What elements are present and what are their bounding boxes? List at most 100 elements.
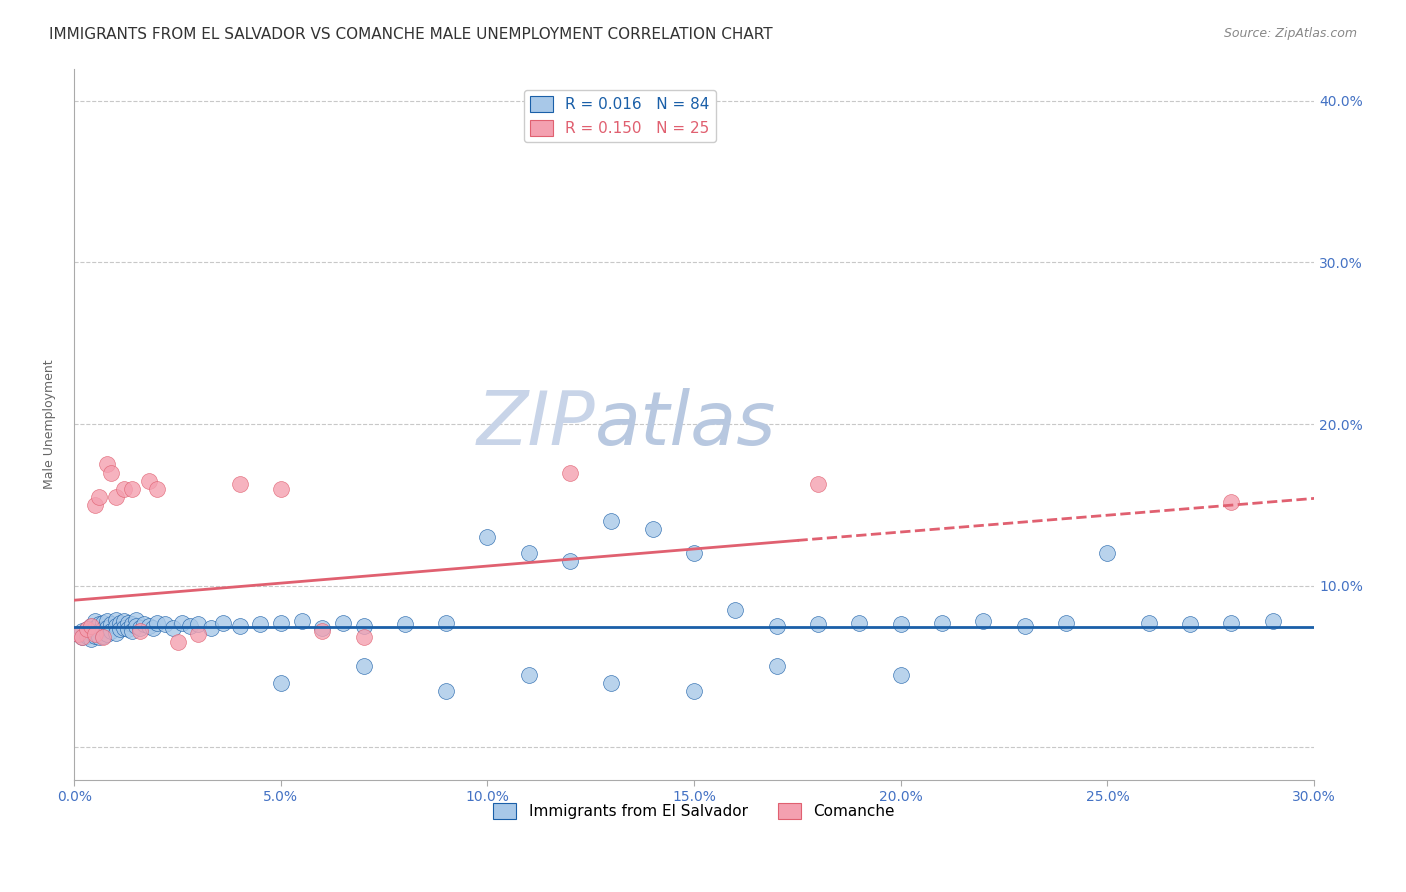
Point [187,617,209,632]
Point [87,631,110,645]
Point [162,621,184,635]
Point [96,614,118,628]
Point [890,617,912,632]
Point [353,619,375,633]
Point [138,474,160,488]
Point [1054,615,1077,630]
Point [80,619,103,633]
Point [1178,617,1201,632]
Point [117,615,139,630]
Point [170,615,193,630]
Text: ZIP: ZIP [477,388,595,460]
Point [72,631,94,645]
Point [91,623,114,637]
Point [138,619,160,633]
Point [212,615,235,630]
Point [100,466,122,480]
Point [353,631,375,645]
Point [931,615,953,630]
Point [76,623,98,637]
Point [353,659,375,673]
Point [560,466,582,480]
Point [108,615,131,630]
Point [166,635,188,649]
Point [72,631,94,645]
Point [129,621,152,635]
Point [270,615,292,630]
Point [76,629,98,643]
Point [228,476,250,491]
Point [890,667,912,681]
Point [848,615,870,630]
Point [641,522,664,536]
Point [1014,619,1036,633]
Point [100,617,122,632]
Legend: Immigrants from El Salvador, Comanche: Immigrants from El Salvador, Comanche [488,797,901,825]
Point [91,631,114,645]
Point [724,603,747,617]
Text: atlas: atlas [595,388,776,460]
Point [683,683,706,698]
Point [80,632,103,646]
Point [87,617,110,632]
Point [270,482,292,496]
Text: Source: ZipAtlas.com: Source: ZipAtlas.com [1223,27,1357,40]
Point [153,617,176,632]
Point [517,667,540,681]
Point [683,546,706,560]
Point [477,530,499,544]
Point [129,624,152,638]
Point [332,615,354,630]
Point [134,617,156,632]
Point [1220,494,1243,508]
Point [83,627,105,641]
Point [112,621,135,635]
Point [1097,546,1119,560]
Point [311,621,333,635]
Point [76,623,98,637]
Point [142,621,165,635]
Point [600,514,623,528]
Point [83,621,105,635]
Point [394,617,416,632]
Point [67,627,90,641]
Point [1137,615,1160,630]
Point [91,629,114,643]
Point [83,614,105,628]
Point [121,482,143,496]
Point [121,617,143,632]
Point [83,629,105,643]
Point [600,675,623,690]
Point [766,659,789,673]
Point [91,615,114,630]
Point [146,482,169,496]
Point [200,621,222,635]
Point [270,675,292,690]
Point [187,627,209,641]
Point [1220,615,1243,630]
Point [96,621,118,635]
Point [96,458,118,472]
Point [146,615,169,630]
Point [87,490,110,504]
Point [249,617,271,632]
Point [112,482,135,496]
Point [807,476,830,491]
Point [112,614,135,628]
Point [434,683,457,698]
Point [807,617,830,632]
Point [560,554,582,568]
Point [972,614,994,628]
Point [125,619,148,633]
Point [117,623,139,637]
Point [104,490,127,504]
Point [104,619,127,633]
Point [100,624,122,638]
Text: IMMIGRANTS FROM EL SALVADOR VS COMANCHE MALE UNEMPLOYMENT CORRELATION CHART: IMMIGRANTS FROM EL SALVADOR VS COMANCHE … [49,27,773,42]
Point [311,624,333,638]
Point [228,619,250,633]
Point [80,625,103,640]
Point [125,613,148,627]
Point [83,498,105,512]
Point [1261,614,1284,628]
